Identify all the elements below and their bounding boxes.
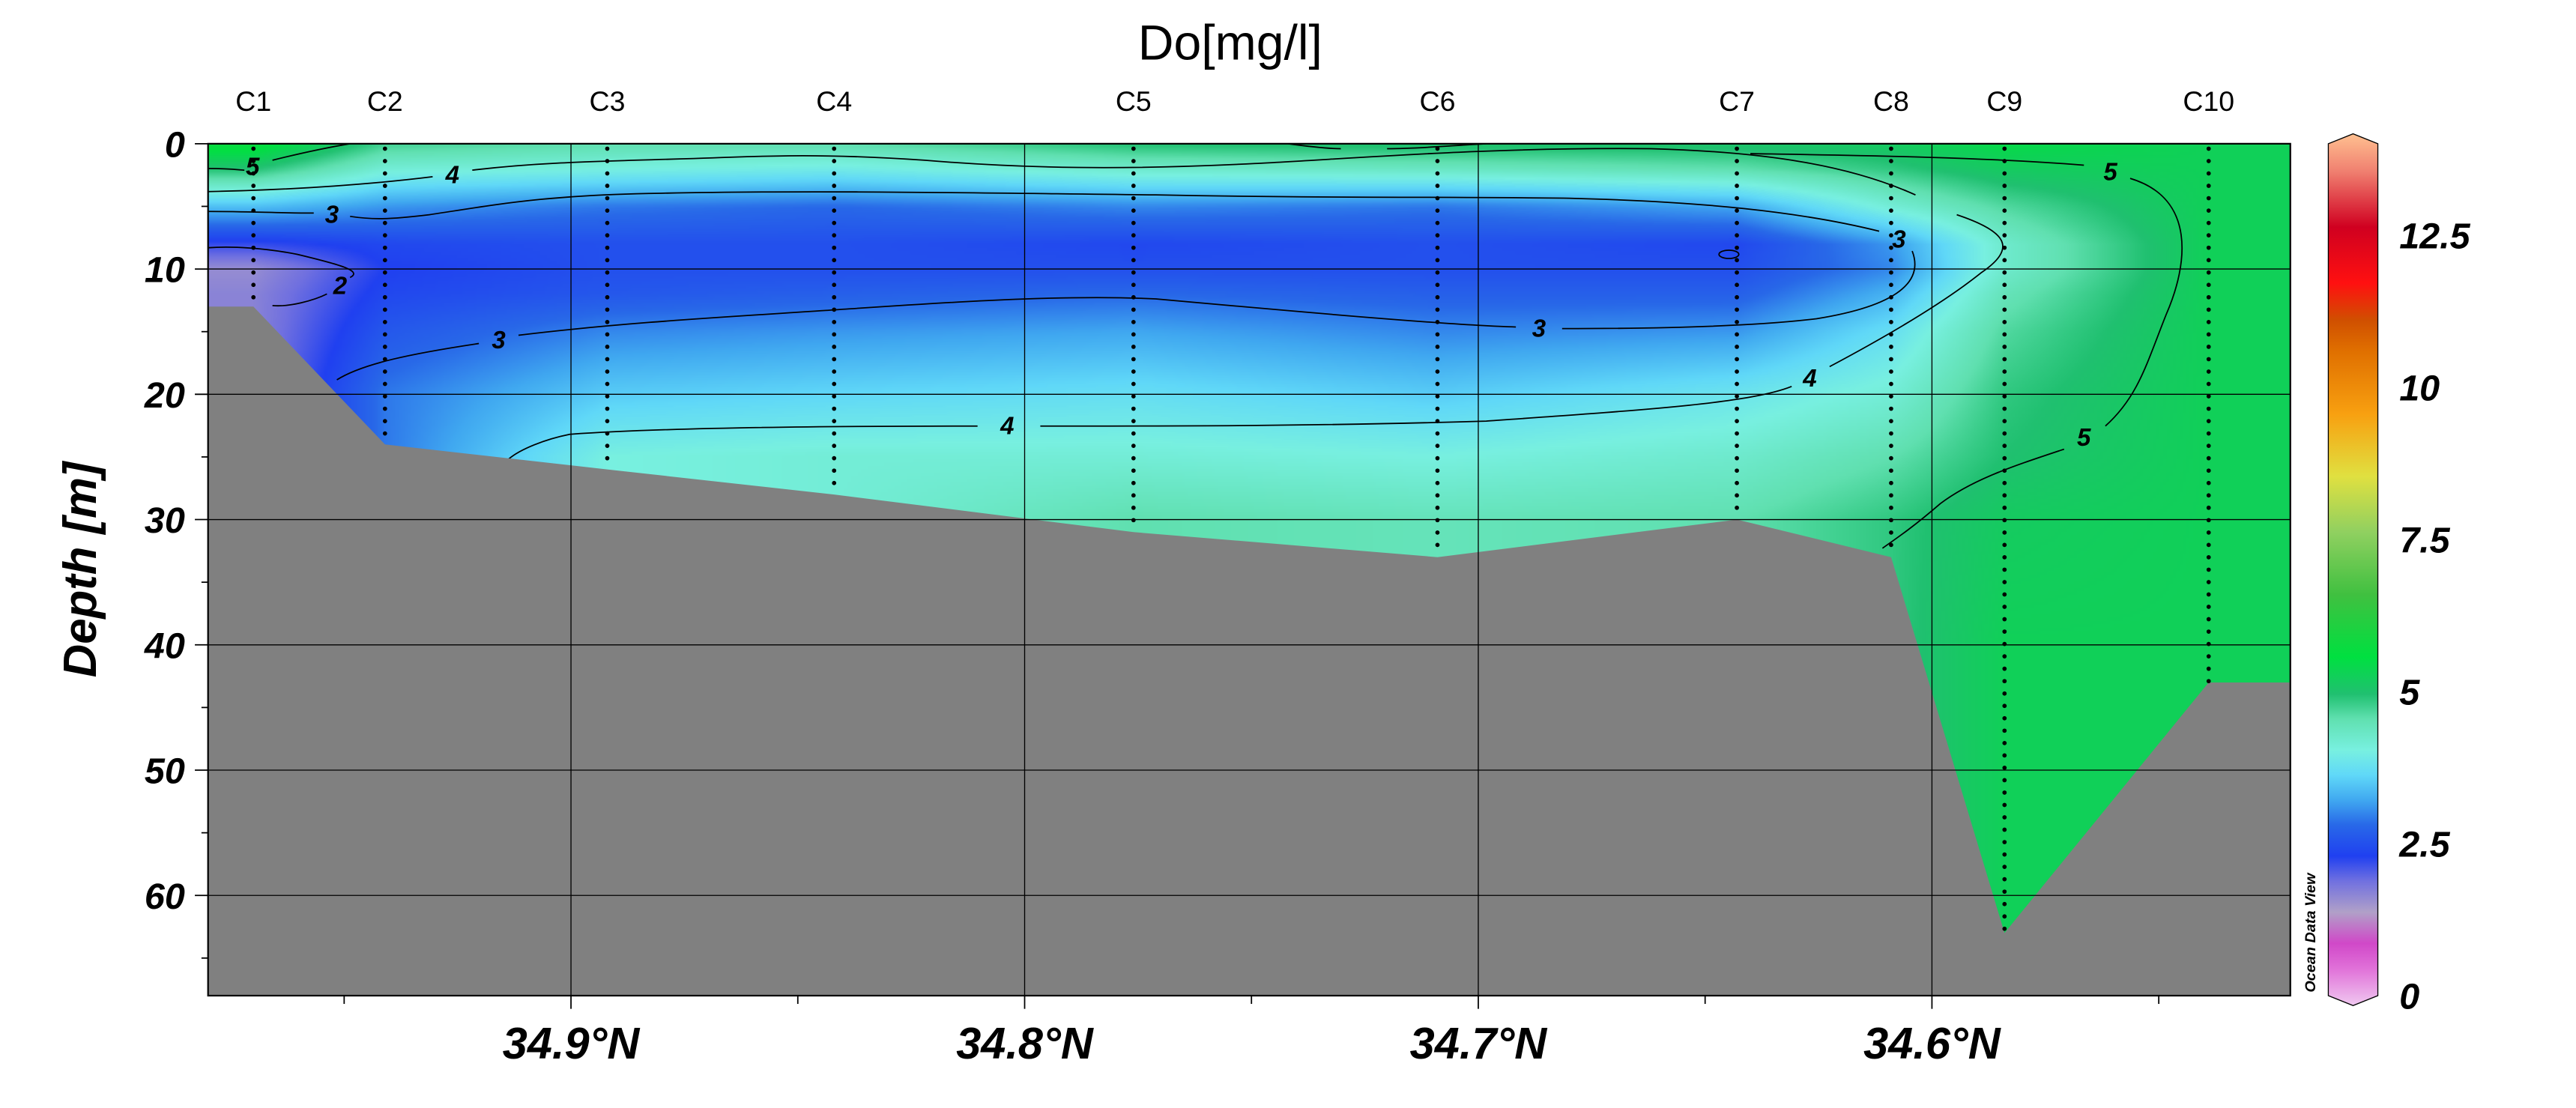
contour-label: 4 — [1000, 413, 1014, 441]
contour-label: 5 — [2077, 424, 2091, 452]
station-label-c1: C1 — [235, 85, 271, 117]
contour-lines — [208, 143, 2183, 549]
contour-3-small — [1718, 249, 1740, 259]
contour-4 — [208, 148, 2004, 460]
station-label-c9: C9 — [1986, 85, 2022, 117]
contour-label: 2 — [333, 272, 348, 300]
odv-watermark: Ocean Data View — [2303, 872, 2319, 993]
contour-label: 3 — [325, 202, 339, 229]
contour-label: 3 — [492, 327, 506, 354]
station-label-c5: C5 — [1116, 85, 1152, 117]
x-tick-label: 34.9°N — [503, 1018, 641, 1068]
station-lines — [251, 146, 2211, 936]
contour-label: 4 — [1802, 365, 1816, 393]
colorbar-tick-label: 2.5 — [2398, 825, 2450, 865]
colorbar-ramp — [2327, 133, 2379, 1006]
contour-label: 5 — [2103, 158, 2117, 186]
y-tick-label: 50 — [145, 751, 185, 792]
contour-label: 5 — [246, 154, 260, 181]
station-label-c6: C6 — [1420, 85, 1456, 117]
contour-label: 4 — [445, 162, 459, 190]
station-labels: C1 C2 C3 C4 C5 C6 C7 C8 C9 C10 — [235, 85, 2234, 117]
x-tick-label: 34.6°N — [1863, 1018, 2001, 1068]
station-label-c2: C2 — [367, 85, 403, 117]
station-label-c4: C4 — [816, 85, 852, 117]
station-label-c3: C3 — [590, 85, 626, 117]
x-tick-label: 34.7°N — [1410, 1018, 1548, 1068]
y-tick-label: 0 — [165, 124, 185, 165]
chart-title: Do[mg/l] — [1138, 15, 1322, 70]
contour-2 — [208, 246, 354, 307]
x-tick-label: 34.8°N — [956, 1018, 1094, 1068]
colorbar-tick-label: 7.5 — [2399, 520, 2450, 560]
contour-3 — [208, 191, 1916, 381]
colorbar-tick-label: 12.5 — [2399, 216, 2470, 256]
y-axis-label: Depth [m] — [55, 460, 106, 677]
grid-lines — [208, 143, 2291, 996]
colorbar-tick-label: 5 — [2399, 673, 2420, 713]
contour-labels: 5 4 3 2 3 3 4 4 5 5 3 — [246, 154, 2117, 452]
y-tick-label: 20 — [144, 375, 185, 416]
station-label-c7: C7 — [1719, 85, 1755, 117]
contour-5-left — [208, 143, 351, 171]
colorbar: 0 2.5 5 7.5 10 12.5 — [2327, 133, 2471, 1017]
contour-label: 3 — [1532, 315, 1546, 343]
x-axis: 34.9°N 34.8°N 34.7°N 34.6°N — [343, 996, 2160, 1068]
bathymetry-seafloor — [208, 306, 2291, 996]
colorbar-tick-label: 0 — [2399, 977, 2419, 1017]
y-tick-label: 30 — [145, 500, 185, 541]
contour-label: 3 — [1892, 226, 1906, 254]
y-axis: 0 10 20 30 40 50 60 — [144, 124, 208, 959]
station-label-c8: C8 — [1873, 85, 1909, 117]
y-tick-label: 40 — [144, 626, 185, 666]
plot-frame — [207, 142, 2291, 997]
station-label-c10: C10 — [2183, 85, 2234, 117]
colorbar-tick-label: 10 — [2399, 368, 2440, 408]
y-tick-label: 60 — [145, 877, 185, 917]
y-tick-label: 10 — [145, 250, 185, 291]
